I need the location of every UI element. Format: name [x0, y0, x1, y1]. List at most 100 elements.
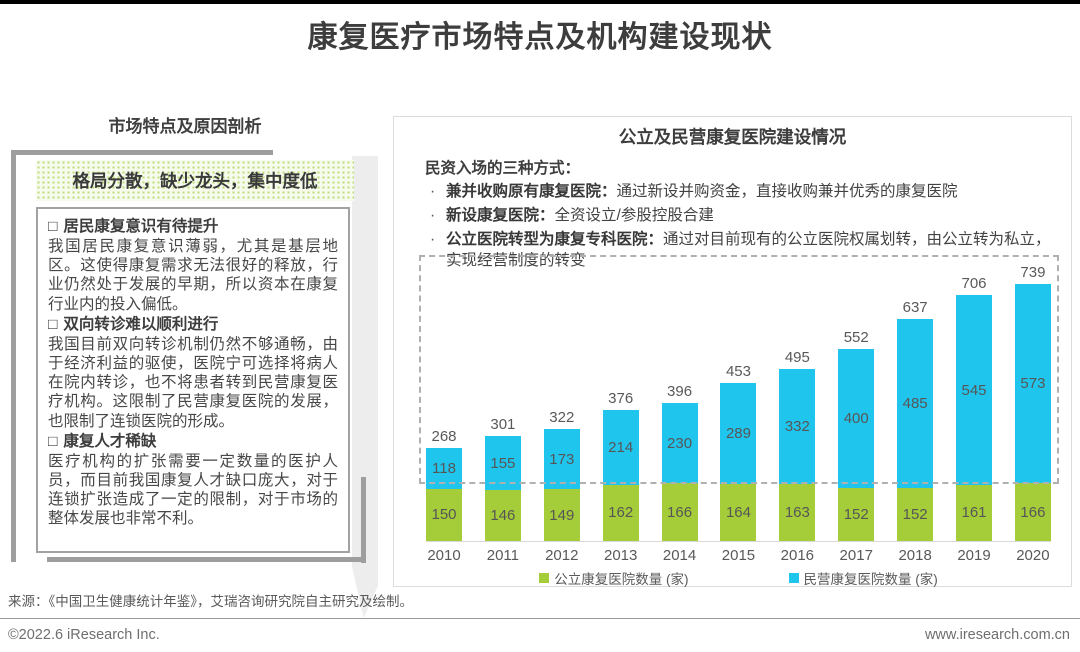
source-note: 来源：《中国卫生健康统计年鉴》，艾瑞咨询研究院自主研究及绘制。 [8, 594, 413, 609]
x-axis-label: 2015 [721, 547, 756, 564]
bar-segment-private: 400 [838, 348, 875, 489]
left-panel-title: 市场特点及原因剖析 [108, 117, 262, 136]
bracket-left-decoration [11, 150, 16, 562]
x-axis-label: 2010 [427, 547, 461, 564]
bar-segment-private: 230 [661, 403, 698, 484]
bar-column: 376 214 162 [602, 390, 639, 541]
section-heading: □ 康复人才稀缺 [48, 432, 338, 452]
legend-label-public: 公立康复医院数量 (家) [554, 572, 689, 587]
copyright-text: ©2022.6 iResearch Inc. [8, 627, 160, 643]
bar-total-label: 453 [725, 363, 751, 381]
x-axis-label: 2016 [780, 547, 815, 564]
stacked-bar-chart: 268 118 150 301 155 146 322 173 149 376 214 162 396 2… [419, 255, 1059, 541]
bar-segment-public: 152 [897, 488, 934, 541]
list-item-rest: 全资设立/参股控股合建 [554, 207, 714, 224]
card-title: 公立及民营康复医院建设情况 [618, 127, 847, 147]
top-border-line [0, 0, 1080, 4]
list-item: · 公立医院转型为康复专科医院：通过对目前现有的公立医院权属划转，由公立转为私立，… [394, 229, 1071, 271]
bar-segment-public: 164 [720, 483, 757, 541]
dot-bullet-icon: · [430, 231, 436, 248]
bar-column: 706 545 161 [956, 275, 993, 541]
chart-columns: 268 118 150 301 155 146 322 173 149 376 214 162 396 2… [426, 263, 1051, 541]
bar-segment-private: 173 [543, 428, 580, 490]
section-body: 我国居民康复意识薄弱，尤其是基层地区。这使得康复需求无法很好的释放，行业仍然处于… [48, 238, 338, 313]
bar-total-label: 706 [961, 275, 987, 293]
bar-segment-public: 146 [484, 490, 521, 541]
x-axis-label: 2018 [898, 547, 932, 564]
bar-segment-public: 166 [661, 483, 698, 541]
list-item-lead: 公立医院转型为康复专科医院： [446, 231, 664, 248]
bar-column: 637 485 152 [897, 299, 934, 541]
market-factors-box: □ 居民康复意识有待提升 我国居民康复意识薄弱，尤其是基层地区。这使得康复需求无法… [36, 207, 350, 553]
bar-segment-private: 332 [779, 368, 816, 485]
x-axis-label: 2017 [839, 547, 873, 564]
section-heading: □ 居民康复意识有待提升 [48, 217, 338, 237]
bar-segment-private: 118 [426, 447, 462, 489]
section-heading: □ 双向转诊难以顺利进行 [48, 315, 338, 335]
list-item: · 新设康复医院：全资设立/参股控股合建 [394, 205, 1071, 226]
x-axis-label: 2011 [486, 547, 520, 564]
bar-segment-public: 152 [838, 488, 875, 541]
bar-total-label: 396 [667, 383, 693, 401]
x-axis-label: 2014 [662, 547, 697, 564]
bar-column: 739 573 166 [1014, 263, 1051, 541]
legend-swatch-public [539, 573, 550, 583]
bar-column: 495 332 163 [779, 349, 816, 541]
bar-segment-private: 485 [897, 319, 934, 489]
bar-column: 301 155 146 [484, 416, 521, 541]
hospital-construction-card: 公立及民营康复医院建设情况 民资入场的三种方式： · 兼并收购原有康复医院：通过新… [393, 116, 1072, 587]
bar-segment-public: 163 [779, 484, 816, 541]
legend-swatch-private [788, 573, 799, 583]
page-title: 康复医疗市场特点及机构建设现状 [307, 21, 773, 54]
bar-column: 396 230 166 [661, 383, 698, 541]
chart-legend: 公立康复医院数量 (家) 民营康复医院数量 (家) [426, 568, 1051, 588]
bar-total-label: 552 [843, 328, 869, 346]
bar-column: 453 289 164 [720, 363, 757, 541]
square-bullet-icon: □ [48, 432, 58, 450]
list-item: · 兼并收购原有康复医院：通过新设并购资金，直接收购兼并优秀的康复医院 [394, 181, 1071, 202]
x-axis-label: 2012 [545, 547, 579, 564]
website-url: www.iresearch.com.cn [924, 627, 1070, 643]
bar-total-label: 322 [549, 408, 575, 426]
bar-column: 322 173 149 [543, 408, 580, 541]
section-heading-text: 康复人才稀缺 [63, 432, 157, 450]
bracket-top-decoration [11, 150, 273, 155]
bar-segment-private: 545 [956, 295, 993, 485]
bar-total-label: 268 [431, 427, 457, 445]
x-axis-label: 2013 [603, 547, 638, 564]
intro-label: 民资入场的三种方式： [425, 160, 581, 177]
bar-segment-public: 162 [602, 484, 639, 541]
bar-segment-private: 155 [484, 436, 521, 491]
bracket-right-decoration [361, 477, 366, 563]
bar-total-label: 301 [490, 416, 516, 434]
legend-item-public: 公立康复医院数量 (家) [539, 568, 689, 588]
list-item-lead: 兼并收购原有康复医院： [446, 183, 617, 200]
bar-total-label: 376 [608, 390, 634, 408]
x-axis-label: 2019 [957, 547, 991, 564]
dot-bullet-icon: · [430, 183, 436, 200]
square-bullet-icon: □ [48, 315, 58, 333]
entry-modes-list: · 兼并收购原有康复医院：通过新设并购资金，直接收购兼并优秀的康复医院 · 新设康复… [394, 181, 1071, 271]
footer-divider [0, 618, 1080, 619]
bracket-bottom-decoration [47, 557, 366, 562]
bar-segment-public: 150 [426, 488, 462, 541]
chart-x-labels: 2010 2011 2012 2013 2014 2015 2016 2017 2018 2019… [426, 541, 1051, 564]
highlight-banner: 格局分散，缺少龙头，集中度低 [36, 160, 354, 201]
bar-column: 552 400 152 [838, 328, 875, 541]
legend-item-private: 民营康复医院数量 (家) [788, 568, 938, 588]
bar-total-label: 739 [1020, 263, 1046, 281]
bar-column: 268 118 150 [426, 428, 462, 541]
section-body: 我国目前双向转诊机制仍然不够通畅，由于经济利益的驱使，医院宁可选择将病人在院内转… [48, 335, 338, 430]
x-axis-label: 2020 [1016, 547, 1050, 564]
section-heading-text: 双向转诊难以顺利进行 [63, 315, 219, 333]
legend-label-private: 民营康复医院数量 (家) [803, 572, 938, 587]
bar-segment-private: 289 [720, 383, 757, 484]
bar-segment-private: 573 [1014, 283, 1051, 484]
bar-segment-public: 149 [543, 489, 580, 541]
list-item-rest: 通过新设并购资金，直接收购兼并优秀的康复医院 [616, 183, 958, 200]
square-bullet-icon: □ [48, 218, 58, 235]
bar-segment-public: 161 [956, 484, 993, 541]
bar-segment-public: 166 [1014, 483, 1051, 541]
bar-total-label: 637 [902, 299, 928, 317]
